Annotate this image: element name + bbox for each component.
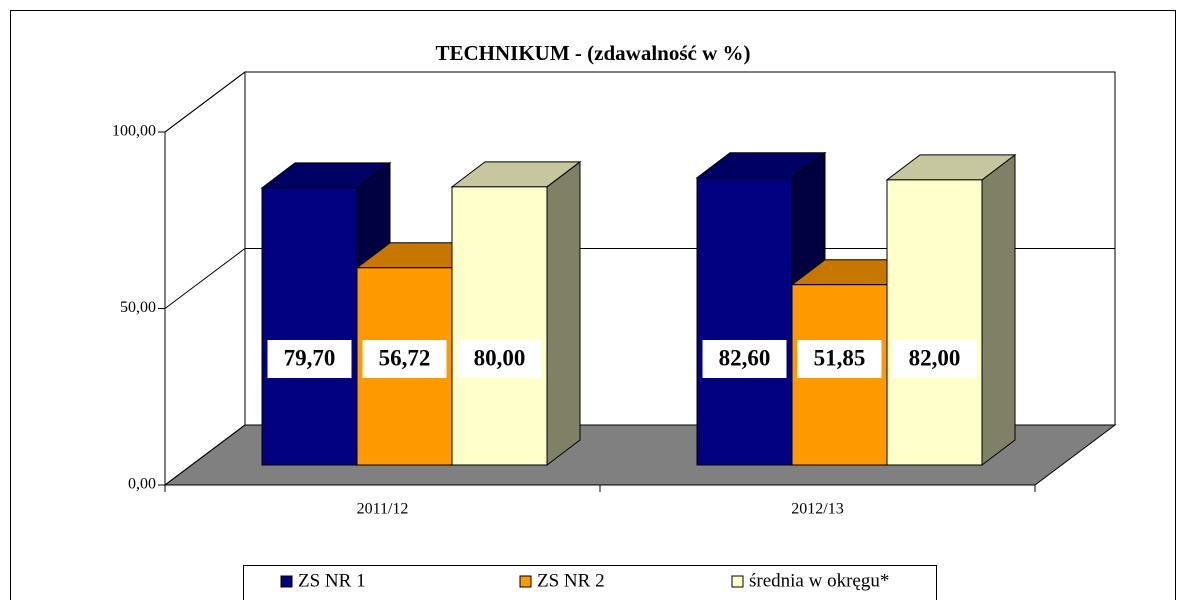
x-tick-label: 2011/12 [357, 501, 409, 518]
legend-label: ZS NR 2 [537, 570, 605, 591]
legend [243, 565, 937, 600]
y-tick-label: 100,00 [112, 123, 156, 140]
bar [696, 177, 793, 466]
data-label-box [797, 340, 882, 378]
bar-side [546, 160, 581, 467]
legend-swatch [280, 575, 293, 588]
bar [886, 179, 983, 466]
data-label: 79,70 [284, 345, 336, 370]
data-label-box [457, 340, 542, 378]
data-label: 82,60 [719, 345, 771, 370]
data-label: 56,72 [379, 345, 431, 370]
data-label-box [362, 340, 447, 378]
legend-swatch [519, 575, 532, 588]
data-label-box [702, 340, 787, 378]
data-label: 82,00 [909, 345, 961, 370]
legend-swatch [731, 575, 744, 588]
bar [261, 187, 358, 466]
y-tick-label: 50,00 [120, 299, 156, 316]
grid-line [164, 71, 1115, 133]
data-label: 80,00 [474, 345, 526, 370]
legend-label: średnia w okręgu* [749, 570, 889, 591]
legend-label: ZS NR 1 [298, 570, 366, 591]
data-label-box [267, 340, 352, 378]
y-tick-label: 0,00 [128, 476, 156, 493]
chart-title: TECHNIKUM - (zdawalność w %) [436, 41, 751, 65]
bar [451, 186, 548, 466]
data-label: 51,85 [814, 345, 866, 370]
x-tick-label: 2012/13 [791, 501, 843, 518]
data-label-box [892, 340, 977, 378]
bar-side [981, 153, 1016, 467]
